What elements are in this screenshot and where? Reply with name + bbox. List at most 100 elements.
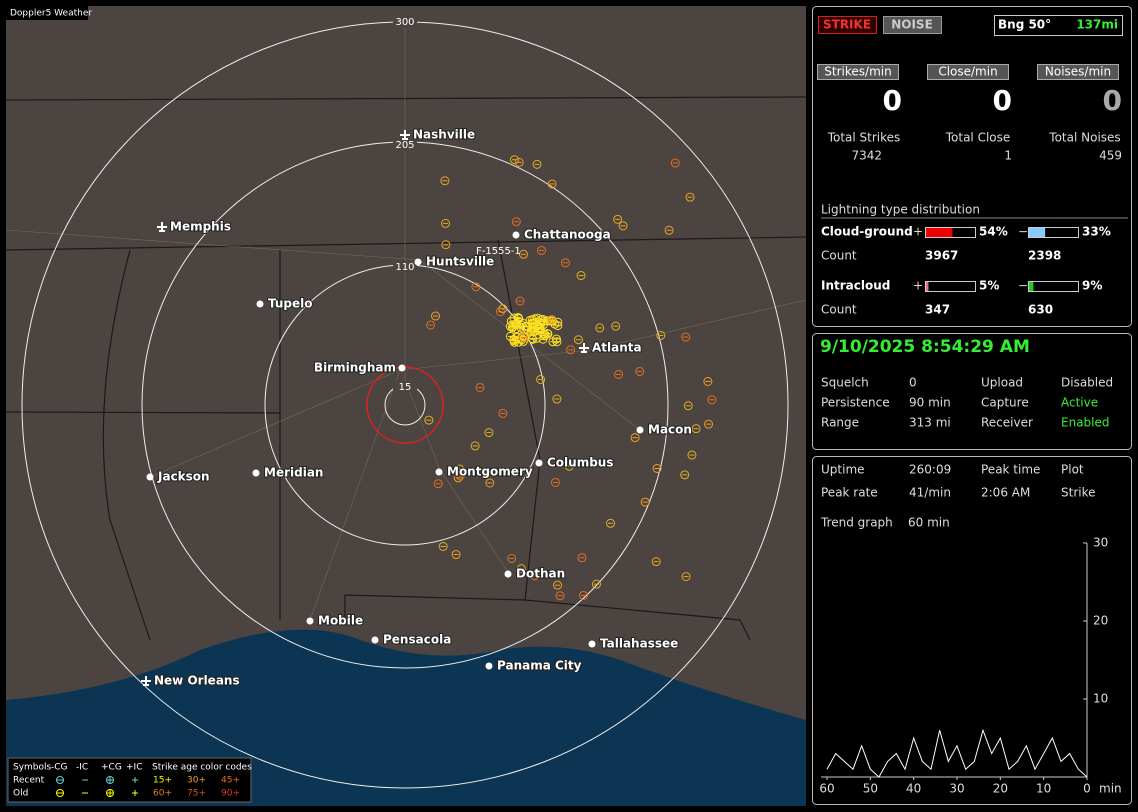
- state-borders: [5, 96, 807, 641]
- strike-symbol: [433, 479, 443, 489]
- city-label: Meridian: [264, 466, 323, 480]
- strike-symbol: [579, 590, 589, 600]
- city-label: Memphis: [170, 220, 231, 234]
- legend-label: Strike age color codes: [152, 763, 252, 773]
- ring-label: 15: [399, 382, 412, 393]
- strike-symbol: [552, 394, 562, 404]
- strike-symbol: [431, 311, 441, 321]
- percent-bar-track: [1028, 281, 1079, 292]
- receiver-field: Active: [1061, 396, 1098, 410]
- total-label: Total Close: [945, 131, 1011, 145]
- stats-field: Plot: [1061, 463, 1084, 477]
- city-label: Huntsville: [426, 255, 494, 269]
- airport-icon: [157, 222, 167, 232]
- ring-label-bg: [393, 139, 417, 151]
- strike-symbol: [455, 471, 465, 481]
- rate-value: 0: [883, 84, 902, 117]
- ring-label-bg: [393, 381, 417, 393]
- strike-button-label[interactable]: STRIKE: [823, 18, 871, 32]
- city-dot: [504, 570, 512, 578]
- total-label: Total Strikes: [827, 131, 901, 145]
- noise-button-label[interactable]: NOISE: [891, 18, 933, 32]
- x-tick-label: 50: [863, 782, 878, 796]
- city-dot: [146, 473, 154, 481]
- strike-symbol: [528, 334, 538, 344]
- receiver-field: Disabled: [1061, 376, 1113, 390]
- strike-symbol: [651, 557, 661, 567]
- x-tick-label: 40: [906, 782, 921, 796]
- percent-label: 33%: [1082, 225, 1111, 239]
- strike-symbol: [618, 221, 628, 231]
- ring-label: 205: [395, 140, 414, 151]
- noise-button[interactable]: [883, 16, 942, 34]
- x-tick-label: 60: [819, 782, 834, 796]
- rate-label: Close/min: [938, 65, 997, 79]
- strike-button[interactable]: [818, 16, 877, 34]
- ring-label: 110: [395, 262, 414, 273]
- rate-label-box: [927, 64, 1009, 80]
- total-value: 459: [1099, 149, 1122, 163]
- type-label: Intracloud: [821, 279, 890, 293]
- receiver-field: Receiver: [981, 416, 1033, 430]
- city-dot: [512, 231, 520, 239]
- strike-symbol: [498, 408, 508, 418]
- strike-symbol: [424, 415, 434, 425]
- city-dot: [414, 258, 422, 266]
- percent-bar-track: [1028, 227, 1079, 238]
- strike-symbol: [453, 473, 463, 483]
- strike-symbol: [542, 329, 552, 339]
- city-dot: [636, 426, 644, 434]
- count-value: 2398: [1028, 249, 1061, 263]
- percent-label: 9%: [1082, 279, 1102, 293]
- rate-label: Strikes/min: [824, 65, 891, 79]
- strike-symbol: [518, 333, 528, 343]
- legend-label: Symbols: [13, 763, 52, 773]
- legend-age: 75+: [187, 789, 206, 799]
- datetime: 9/10/2025 8:54:29 AM: [820, 337, 1030, 357]
- city-label: Atlanta: [592, 341, 642, 355]
- sign: +: [913, 279, 923, 293]
- rate-label-box: [1037, 64, 1119, 80]
- strike-symbol: [577, 553, 587, 563]
- count-label: Count: [821, 303, 857, 317]
- y-tick-label: 20: [1093, 614, 1108, 628]
- stats-field: Peak time: [981, 463, 1040, 477]
- strike-symbol: [606, 518, 616, 528]
- strike-symbol: [475, 382, 485, 392]
- strike-symbol: [438, 541, 448, 551]
- rate-label: Noises/min: [1045, 65, 1111, 79]
- strike-symbol: [630, 433, 640, 443]
- rate-value: 0: [993, 84, 1012, 117]
- strike-symbol: [525, 315, 535, 325]
- city-label: Dothan: [516, 567, 565, 581]
- strike-symbol: [441, 218, 451, 228]
- strike-symbol: [471, 282, 481, 292]
- y-tick-label: 10: [1093, 692, 1108, 706]
- city-dot: [398, 364, 406, 372]
- strike-symbol: [514, 157, 524, 167]
- strike-symbol: [640, 497, 650, 507]
- strike-symbol: [685, 192, 695, 202]
- strike-symbol: [507, 553, 517, 563]
- count-value: 347: [925, 303, 950, 317]
- count-label: Count: [821, 249, 857, 263]
- stats-field: 60 min: [908, 516, 950, 530]
- strike-symbol: [534, 324, 544, 334]
- city-dot: [588, 640, 596, 648]
- city-dot: [435, 468, 443, 476]
- stats-field: Strike: [1061, 486, 1096, 500]
- strike-symbol: [681, 572, 691, 582]
- strike-symbol: [485, 478, 495, 488]
- strike-symbol: [656, 330, 666, 340]
- count-value: 630: [1028, 303, 1053, 317]
- strike-symbol: [687, 450, 697, 460]
- airport-icon: [579, 343, 589, 353]
- legend-age: 15+: [153, 776, 172, 786]
- legend-label: Recent: [13, 776, 45, 786]
- x-unit: min: [1099, 782, 1122, 796]
- strike-symbol: [536, 374, 546, 384]
- percent-bar: [1029, 228, 1046, 237]
- strike-symbol: [511, 332, 521, 342]
- strike-symbol: [551, 334, 561, 344]
- city-dot: [485, 662, 493, 670]
